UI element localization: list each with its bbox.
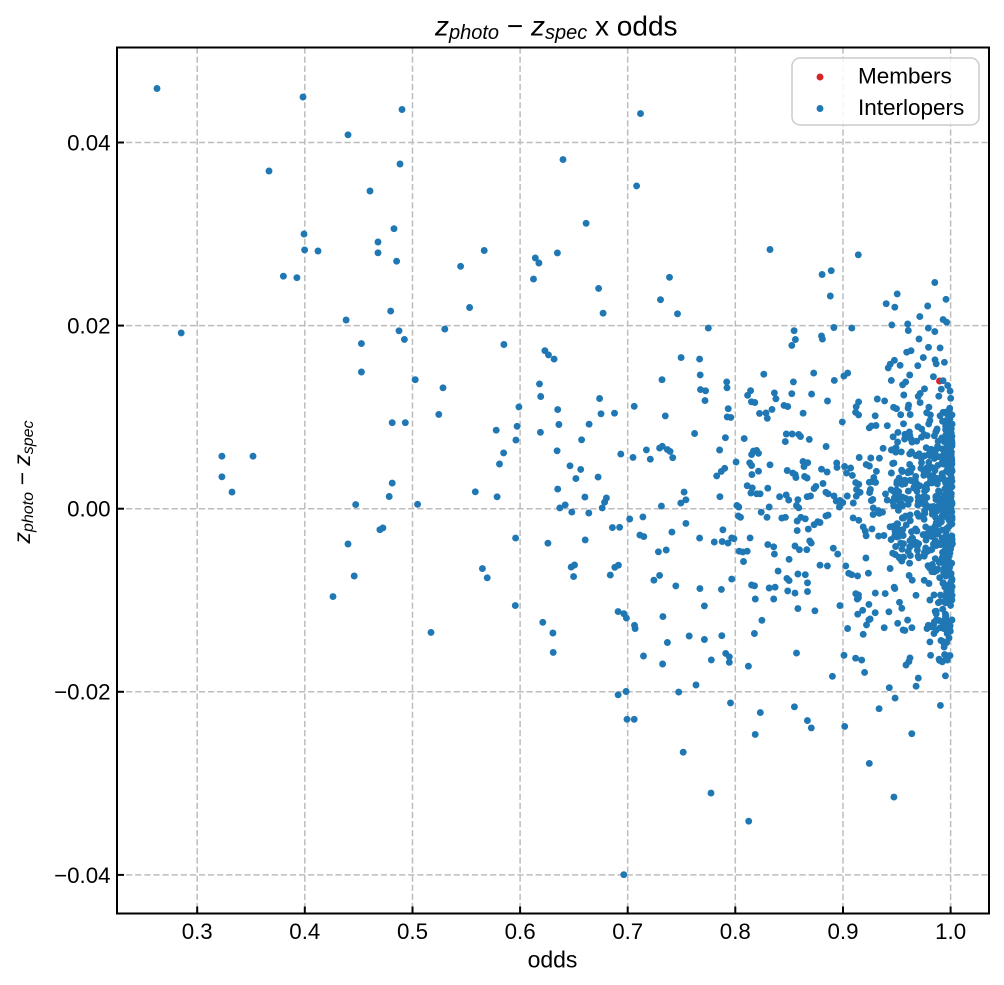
svg-text:zphoto − zspec x odds: zphoto − zspec x odds (434, 11, 678, 45)
svg-text:zphoto − zspec: zphoto − zspec (9, 420, 37, 544)
svg-text:0.4: 0.4 (289, 919, 320, 944)
svg-text:Members: Members (858, 63, 952, 88)
svg-text:0.02: 0.02 (67, 314, 110, 339)
svg-text:0.7: 0.7 (612, 919, 643, 944)
svg-text:0.6: 0.6 (505, 919, 536, 944)
svg-text:0.00: 0.00 (67, 497, 110, 522)
svg-text:−0.04: −0.04 (54, 863, 110, 888)
svg-text:−0.02: −0.02 (54, 680, 110, 705)
svg-text:0.8: 0.8 (720, 919, 751, 944)
svg-text:1.0: 1.0 (935, 919, 966, 944)
svg-text:0.04: 0.04 (67, 130, 110, 155)
svg-text:0.5: 0.5 (397, 919, 428, 944)
svg-text:0.3: 0.3 (182, 919, 213, 944)
svg-text:odds: odds (528, 947, 578, 973)
svg-text:0.9: 0.9 (828, 919, 859, 944)
svg-text:Interlopers: Interlopers (858, 95, 964, 120)
